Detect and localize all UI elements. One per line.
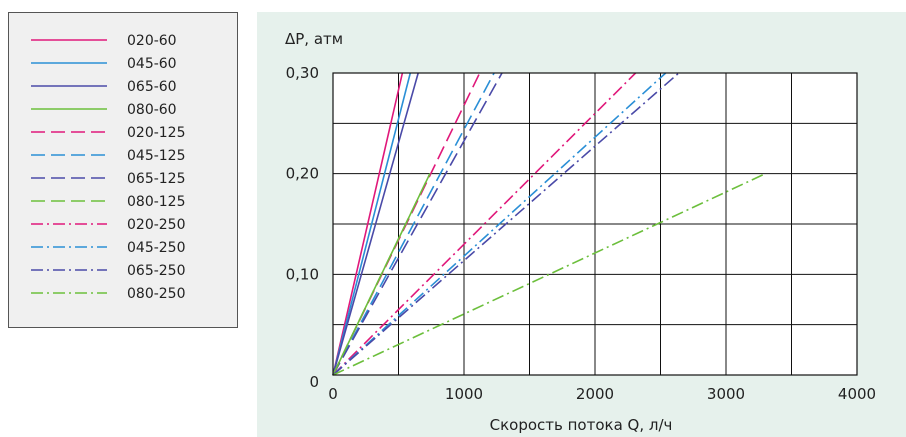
x-tick-label: 0 [328,385,338,403]
y-tick-label: 0,10 [286,265,319,283]
series-line-020-60 [332,72,404,376]
series-line-080-125 [332,173,431,376]
plot-frame [332,72,858,376]
legend-item: 045-60 [31,56,177,72]
series-line-020-250 [332,72,637,376]
legend-label: 080-60 [127,102,177,118]
legend-label: 065-250 [127,263,186,279]
series-line-045-60 [332,72,412,376]
y-tick-label: 0 [309,373,319,391]
series-line-065-250 [332,72,680,376]
legend-label: 045-125 [127,148,186,164]
y-axis-label: ΔP, атм [285,30,343,48]
series-line-080-250 [332,172,766,376]
legend-label: 065-60 [127,79,177,95]
legend-item: 045-250 [31,240,186,256]
legend-item: 080-125 [31,194,186,210]
legend-label: 045-250 [127,240,186,256]
series-line-045-250 [332,72,667,376]
x-tick-label: 2000 [576,385,614,403]
chart-legend: 020-60 045-60 065-60 080-60 020-125 045-125 06… [8,12,238,328]
chart-panel: ΔP, атм Скорость потока Q, л/ч 0 1000 2000… [257,12,906,437]
legend-item: 080-250 [31,286,186,302]
plot-area [332,72,858,376]
y-tick-label: 0,20 [286,165,319,183]
legend-label: 065-125 [127,171,186,187]
legend-label: 020-250 [127,217,186,233]
legend-item: 065-60 [31,79,177,95]
series-line-065-125 [332,72,503,376]
x-tick-label: 1000 [445,385,483,403]
legend-label: 045-60 [127,56,177,72]
legend-svg: 020-60 045-60 065-60 080-60 020-125 045-125 06… [31,33,186,302]
series-line-045-125 [332,72,495,376]
legend-item: 065-250 [31,263,186,279]
legend-item: 020-250 [31,217,186,233]
legend-label: 020-60 [127,33,177,49]
legend-item: 020-125 [31,125,186,141]
y-tick-label: 0,30 [286,64,319,82]
legend-item: 065-125 [31,171,186,187]
x-axis-label: Скорость потока Q, л/ч [490,416,673,434]
legend-label: 080-125 [127,194,186,210]
series-line-065-60 [332,72,419,376]
x-tick-label: 3000 [707,385,745,403]
legend-item: 020-60 [31,33,177,49]
chart-svg: ΔP, атм Скорость потока Q, л/ч 0 1000 2000… [285,30,876,434]
legend-label: 080-250 [127,286,186,302]
legend-item: 080-60 [31,102,177,118]
legend-label: 020-125 [127,125,186,141]
x-tick-label: 4000 [838,385,876,403]
legend-item: 045-125 [31,148,186,164]
